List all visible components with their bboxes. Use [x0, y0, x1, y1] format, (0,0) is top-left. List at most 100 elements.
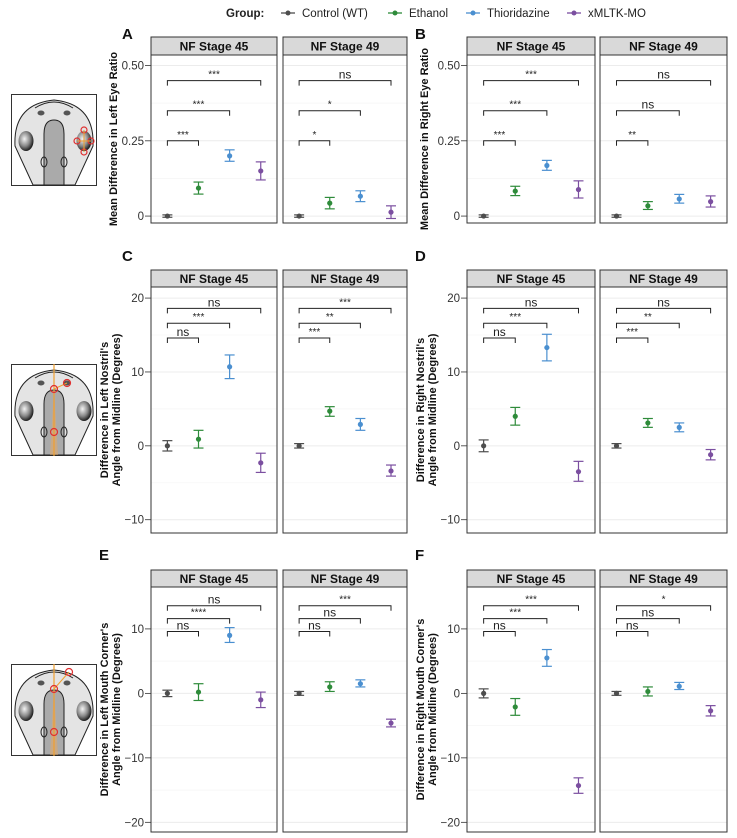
legend-key-point [392, 10, 398, 16]
bracket-line [483, 630, 516, 637]
facet-background [283, 287, 407, 533]
bracket-line [166, 618, 231, 624]
y-tick-label: 0.25 [438, 136, 460, 148]
bracket-line [298, 630, 331, 637]
bracket-line [616, 605, 712, 611]
significance-bracket: ns [166, 593, 262, 611]
significance-bracket: *** [616, 327, 649, 343]
panel-a: Mean Difference in Left Eye Ratio 0 0.25 0.… [108, 36, 408, 226]
bracket-line [616, 80, 712, 86]
significance-bracket: **** [166, 608, 231, 624]
mean-point [357, 421, 363, 428]
facet-background [467, 55, 595, 223]
panel-letter-f: F [415, 547, 425, 564]
facet-title: NF Stage 45 [180, 272, 249, 286]
data-point-xmltk-mo [386, 464, 397, 477]
y-tick-label: −10 [440, 753, 460, 765]
left-eye-icon [18, 131, 34, 151]
mean-point [676, 683, 682, 689]
bracket-line [166, 140, 200, 146]
y-axis-label: Mean Difference in Right Eye Ratio [419, 48, 431, 230]
data-point-thioridazine [674, 681, 685, 691]
y-tick-label: 20 [447, 293, 460, 305]
bracket-line [483, 605, 579, 611]
facet-background [600, 55, 727, 223]
mean-point [676, 424, 682, 430]
facet-border [282, 586, 408, 833]
bracket-line [483, 140, 516, 146]
significance-label: *** [208, 70, 220, 81]
significance-bracket: * [298, 100, 361, 116]
panel-letter-b: B [415, 26, 426, 43]
bracket-line [298, 618, 361, 624]
significance-bracket: ns [166, 295, 262, 314]
y-axis-label: Difference in Left Mouth Corner's [99, 623, 111, 797]
mean-point [512, 188, 518, 194]
legend-key-point [571, 10, 577, 16]
bracket-line [298, 322, 361, 329]
significance-label: *** [339, 297, 351, 308]
mean-point [645, 420, 651, 426]
legend-title: Group: [226, 8, 264, 20]
significance-bracket: ** [616, 312, 680, 329]
legend-label: xMLTK-MO [588, 8, 646, 20]
mean-point [227, 632, 233, 638]
bracket-line [166, 80, 262, 86]
bracket-line [616, 322, 680, 329]
data-point-thioridazine [355, 190, 366, 203]
significance-label: * [312, 130, 316, 141]
significance-label: ** [628, 130, 636, 141]
significance-bracket: ns [298, 68, 392, 86]
y-tick-label: 0.50 [438, 61, 460, 73]
mean-point [296, 690, 302, 696]
data-point-control-wt [162, 689, 173, 698]
mean-point [481, 213, 487, 219]
facet-stage-49: NF Stage 49 * * ns [282, 36, 408, 224]
data-point-xmltk-mo [573, 460, 584, 482]
significance-bracket: ns [616, 295, 712, 314]
significance-bracket: *** [483, 595, 579, 611]
mean-point [708, 708, 714, 714]
data-point-xmltk-mo [255, 161, 266, 181]
data-point-ethanol [324, 406, 335, 417]
data-point-xmltk-mo [573, 777, 584, 794]
mean-point [645, 203, 651, 209]
mean-point [613, 690, 620, 696]
y-axis-label: Mean Difference in Left Eye Ratio [108, 52, 120, 226]
facet-title: NF Stage 49 [311, 40, 380, 54]
tadpole-eye-diagram [11, 94, 97, 186]
tadpole-mouth-diagram [11, 664, 97, 756]
significance-bracket: ns [483, 295, 579, 314]
facet-stage-49: NF Stage 49******** [282, 269, 408, 534]
data-point-ethanol [510, 697, 521, 716]
y-tick-label: 0 [138, 211, 144, 223]
data-point-thioridazine [224, 149, 235, 162]
bracket-line [616, 110, 680, 116]
bracket-line [483, 110, 548, 116]
y-tick-label: −20 [440, 817, 460, 829]
bracket-line [298, 307, 392, 314]
bracket-line [298, 140, 331, 146]
significance-label: *** [525, 595, 537, 606]
mean-point [544, 162, 550, 169]
data-point-ethanol [642, 686, 653, 697]
facet-title: NF Stage 49 [629, 572, 698, 586]
data-point-thioridazine [541, 159, 552, 171]
data-point-control-wt [162, 440, 173, 452]
significance-label: * [328, 100, 332, 111]
data-point-ethanol [324, 681, 335, 693]
legend-item: xMLTK-MO [567, 8, 646, 20]
data-point-ethanol [510, 406, 521, 426]
data-point-control-wt [611, 690, 622, 696]
data-point-control-wt [478, 439, 489, 453]
significance-bracket: ns [616, 68, 712, 86]
legend-item: Ethanol [388, 8, 448, 20]
data-point-thioridazine [355, 417, 366, 431]
y-tick-label: −10 [440, 515, 460, 527]
significance-bracket: ns [483, 618, 516, 637]
data-point-control-wt [478, 688, 489, 699]
significance-bracket: *** [298, 327, 331, 343]
significance-label: ns [323, 606, 336, 620]
mean-point [258, 168, 264, 174]
